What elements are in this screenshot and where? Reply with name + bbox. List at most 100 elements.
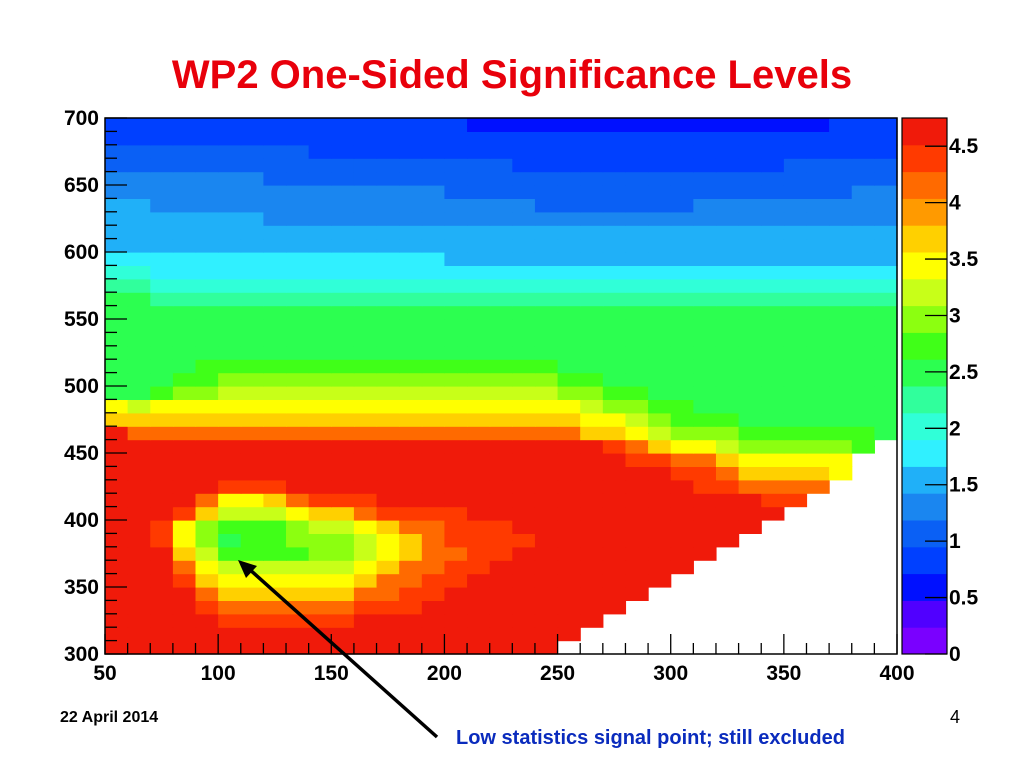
heatmap-cell (648, 185, 672, 199)
heatmap-cell (648, 131, 672, 146)
heatmap-cell (534, 587, 559, 601)
heatmap-cell (670, 292, 694, 307)
heatmap-cell (625, 520, 649, 534)
heatmap-cell (195, 319, 219, 333)
heatmap-cell (670, 185, 694, 199)
heatmap-cell (263, 372, 287, 387)
heatmap-cell (286, 319, 310, 333)
heatmap-cell (602, 453, 627, 467)
heatmap-cell (874, 252, 898, 266)
heatmap-cell (331, 252, 355, 266)
heatmap-cell (874, 211, 898, 226)
heatmap-cell (308, 118, 332, 132)
colorbar-band (902, 171, 947, 199)
heatmap-cell (150, 520, 174, 534)
heatmap-cell (105, 587, 129, 601)
heatmap-cell (738, 359, 762, 374)
heatmap-cell (648, 118, 672, 132)
heatmap-cell (738, 479, 762, 494)
heatmap-cell (625, 399, 649, 414)
heatmap-cell (376, 439, 400, 454)
heatmap-cell (195, 345, 219, 360)
heatmap-cell (286, 265, 310, 280)
heatmap-cell (127, 332, 151, 347)
heatmap-cell (286, 479, 310, 494)
heatmap-cell (874, 131, 898, 146)
heatmap-cell (195, 211, 219, 226)
heatmap-cell (150, 426, 174, 441)
heatmap-cell (218, 453, 242, 467)
heatmap-cell (693, 453, 717, 467)
heatmap-cell (444, 533, 468, 548)
heatmap-cell (489, 479, 513, 494)
heatmap-cell (240, 131, 264, 146)
heatmap-cell (489, 252, 513, 266)
colorbar-band (902, 386, 947, 414)
heatmap-cell (218, 466, 242, 481)
heatmap-cell (218, 600, 242, 615)
heatmap-cell (534, 185, 559, 199)
heatmap-cell (195, 627, 219, 642)
heatmap-cell (240, 546, 264, 561)
heatmap-cell (625, 171, 649, 186)
heatmap-cell (625, 573, 649, 588)
heatmap-cell (602, 252, 627, 266)
colorbar-band (902, 600, 947, 628)
heatmap-cell (738, 292, 762, 307)
heatmap-cell (376, 493, 400, 508)
heatmap-cell (602, 278, 627, 293)
heatmap-cell (851, 332, 875, 347)
heatmap-cell (738, 118, 762, 132)
heatmap-cell (308, 185, 332, 199)
heatmap-cell (286, 211, 310, 226)
heatmap-cell (489, 211, 513, 226)
heatmap-cell (105, 144, 129, 159)
heatmap-cell (286, 332, 310, 347)
heatmap-cell (444, 587, 468, 601)
heatmap-cell (715, 319, 740, 333)
heatmap-cell (127, 426, 151, 441)
heatmap-cell (195, 252, 219, 266)
heatmap-cell (534, 493, 559, 508)
heatmap-cell (851, 158, 875, 173)
heatmap-cell (240, 278, 264, 293)
heatmap-cell (331, 426, 355, 441)
heatmap-cell (783, 171, 808, 186)
heatmap-cell (738, 238, 762, 253)
heatmap-cell (512, 345, 536, 360)
heatmap-cell (105, 573, 129, 588)
heatmap-cell (421, 131, 446, 146)
heatmap-cell (240, 493, 264, 508)
heatmap-cell (693, 238, 717, 253)
heatmap-cell (761, 319, 785, 333)
heatmap-cell (602, 225, 627, 240)
heatmap-cell (218, 493, 242, 508)
heatmap-cell (105, 426, 129, 441)
heatmap-cell (218, 305, 242, 320)
heatmap-cell (150, 144, 174, 159)
heatmap-cell (783, 278, 808, 293)
heatmap-cell (557, 627, 581, 642)
heatmap-cell (218, 225, 242, 240)
heatmap-cell (308, 493, 332, 508)
heatmap-cell (399, 118, 423, 132)
heatmap-cell (421, 439, 446, 454)
heatmap-cell (308, 158, 332, 173)
heatmap-cell (376, 185, 400, 199)
heatmap-cell (557, 211, 581, 226)
heatmap-cell (195, 372, 219, 387)
heatmap-cell (557, 560, 581, 575)
heatmap-cell (286, 493, 310, 508)
heatmap-cell (150, 278, 174, 293)
heatmap-cell (195, 573, 219, 588)
heatmap-cell (444, 144, 468, 159)
heatmap-cell (489, 426, 513, 441)
heatmap-cell (399, 573, 423, 588)
heatmap-cell (240, 171, 264, 186)
heatmap-cell (489, 439, 513, 454)
heatmap-cell (240, 252, 264, 266)
heatmap-cell (512, 372, 536, 387)
heatmap-cell (648, 399, 672, 414)
heatmap-cell (399, 252, 423, 266)
heatmap-cell (172, 238, 197, 253)
